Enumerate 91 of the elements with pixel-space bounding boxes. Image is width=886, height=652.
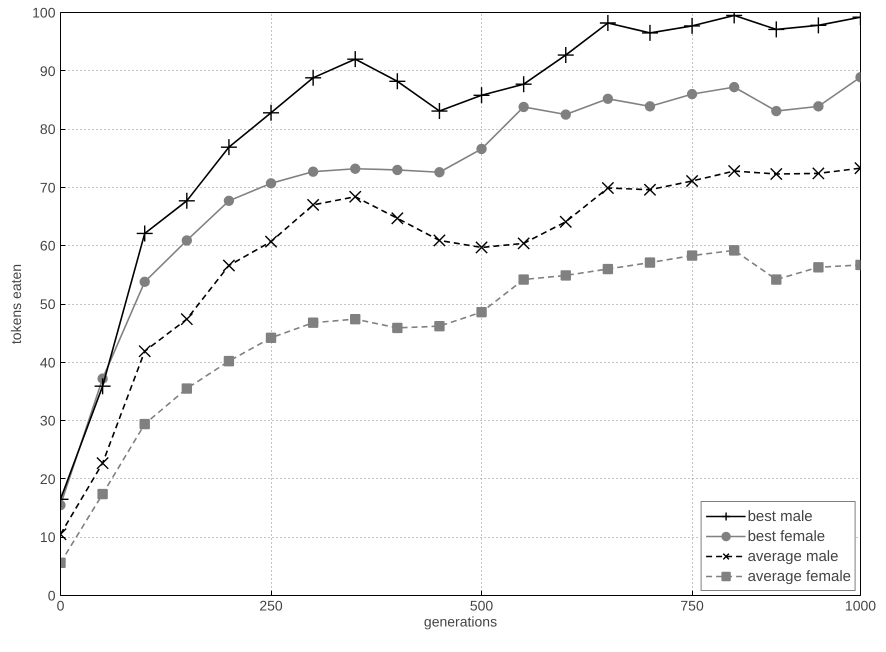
point	[768, 20, 785, 38]
point	[220, 138, 238, 156]
point	[599, 14, 617, 32]
point	[392, 322, 403, 334]
point	[97, 488, 108, 500]
point	[770, 168, 783, 180]
legend-label: average male	[748, 548, 838, 564]
point	[306, 198, 320, 212]
point	[350, 314, 360, 324]
y-tick-label: 50	[40, 296, 56, 312]
point	[304, 69, 322, 86]
x-tick-label: 500	[470, 598, 494, 614]
y-tick-label: 80	[40, 121, 56, 138]
point	[728, 82, 740, 92]
point	[728, 245, 740, 256]
point	[308, 317, 318, 328]
point	[350, 164, 360, 174]
point	[813, 101, 824, 112]
point	[813, 262, 824, 272]
point	[517, 237, 530, 250]
point	[136, 224, 154, 242]
point	[266, 178, 276, 189]
point	[686, 174, 698, 188]
point	[602, 94, 614, 104]
point	[266, 332, 276, 344]
point	[224, 356, 234, 366]
y-tick-label: 90	[40, 62, 56, 79]
y-axis-title: tokens eaten	[8, 264, 24, 344]
point	[308, 166, 318, 177]
point	[644, 101, 656, 112]
point	[560, 270, 571, 281]
point	[559, 215, 572, 228]
point	[434, 320, 445, 332]
y-tick-label: 30	[40, 412, 56, 429]
point	[433, 234, 446, 247]
point	[771, 274, 782, 285]
legend-label: best female	[748, 528, 826, 544]
point	[140, 276, 150, 288]
point	[182, 235, 192, 246]
point	[812, 167, 825, 180]
point	[644, 183, 656, 196]
point	[140, 418, 150, 430]
point	[138, 344, 152, 358]
point	[686, 88, 698, 100]
y-tick-label: 40	[40, 354, 56, 370]
point	[602, 182, 614, 194]
point	[224, 196, 234, 206]
point	[346, 50, 364, 68]
y-tick-label: 60	[40, 238, 56, 254]
point	[434, 167, 445, 178]
x-tick-label: 250	[259, 598, 283, 614]
point	[476, 144, 487, 154]
point	[222, 259, 236, 272]
point	[264, 235, 278, 248]
point	[560, 109, 571, 120]
x-axis-title: generations	[424, 614, 498, 630]
x-tick-label: 750	[680, 598, 704, 614]
point	[644, 257, 656, 268]
point	[771, 106, 782, 116]
point	[180, 312, 194, 326]
point	[94, 378, 112, 395]
point	[476, 306, 487, 318]
point	[348, 190, 362, 204]
point	[392, 164, 403, 176]
point	[178, 192, 196, 210]
point	[602, 264, 614, 274]
point	[557, 46, 574, 64]
point	[683, 17, 701, 35]
point	[641, 24, 659, 42]
point	[390, 212, 404, 225]
point	[514, 76, 532, 93]
point	[388, 72, 406, 90]
legend-label: average female	[748, 568, 851, 584]
point	[96, 456, 109, 470]
x-tick-label: 1000	[844, 598, 876, 614]
y-tick-label: 100	[32, 4, 56, 20]
point	[430, 102, 448, 120]
point	[472, 86, 490, 104]
y-tick-label: 10	[40, 529, 56, 546]
point	[686, 250, 698, 261]
y-tick-label: 70	[40, 179, 56, 196]
point	[182, 383, 192, 394]
y-tick-label: 0	[48, 588, 56, 604]
point	[518, 102, 529, 112]
point	[518, 274, 529, 285]
point	[728, 164, 741, 178]
y-tick-label: 20	[40, 470, 56, 487]
point	[475, 241, 488, 254]
legend-label: best male	[748, 508, 813, 524]
point	[262, 104, 280, 122]
point	[810, 16, 828, 34]
